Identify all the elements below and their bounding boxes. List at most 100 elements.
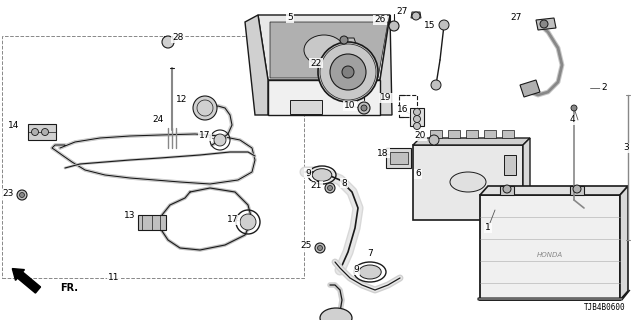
Text: 11: 11 — [108, 274, 120, 283]
Circle shape — [429, 135, 439, 145]
Circle shape — [31, 129, 38, 135]
Text: 4: 4 — [569, 116, 575, 124]
Text: 10: 10 — [344, 101, 356, 110]
Circle shape — [328, 186, 333, 190]
Polygon shape — [520, 80, 540, 97]
Circle shape — [325, 183, 335, 193]
Text: 19: 19 — [380, 93, 392, 102]
Bar — [399, 95, 417, 117]
Bar — [466, 130, 478, 138]
Ellipse shape — [359, 265, 381, 279]
Polygon shape — [245, 15, 268, 115]
Text: FR.: FR. — [60, 283, 78, 293]
Circle shape — [503, 185, 511, 193]
Text: 17: 17 — [199, 132, 211, 140]
Ellipse shape — [312, 169, 332, 181]
Circle shape — [413, 108, 420, 116]
Circle shape — [413, 123, 420, 130]
Ellipse shape — [320, 308, 352, 320]
Text: 24: 24 — [152, 116, 164, 124]
Text: 22: 22 — [310, 59, 322, 68]
Text: 25: 25 — [300, 242, 312, 251]
Text: 28: 28 — [172, 34, 184, 43]
Text: 26: 26 — [374, 15, 386, 25]
Bar — [500, 186, 514, 195]
Text: 15: 15 — [424, 21, 436, 30]
Polygon shape — [620, 186, 628, 300]
Circle shape — [340, 36, 348, 44]
Circle shape — [412, 12, 420, 20]
Bar — [430, 130, 442, 138]
Polygon shape — [268, 80, 380, 115]
Bar — [502, 130, 514, 138]
Text: 12: 12 — [176, 95, 188, 105]
Bar — [484, 130, 496, 138]
Text: 2: 2 — [601, 84, 607, 92]
Circle shape — [193, 96, 217, 120]
Text: 6: 6 — [415, 170, 421, 179]
Polygon shape — [380, 15, 392, 115]
Circle shape — [330, 54, 366, 90]
Circle shape — [214, 134, 226, 146]
Circle shape — [573, 185, 581, 193]
Circle shape — [317, 245, 323, 251]
Text: 9: 9 — [305, 169, 311, 178]
Polygon shape — [411, 12, 421, 18]
Text: 3: 3 — [623, 143, 629, 153]
Text: 8: 8 — [341, 179, 347, 188]
Bar — [386, 148, 411, 168]
Polygon shape — [270, 22, 388, 78]
Circle shape — [571, 105, 577, 111]
Text: 16: 16 — [397, 106, 409, 115]
Text: 5: 5 — [287, 13, 293, 22]
Bar — [164, 36, 172, 42]
Circle shape — [42, 129, 49, 135]
Circle shape — [17, 190, 27, 200]
Circle shape — [240, 214, 256, 230]
Text: 23: 23 — [3, 189, 13, 198]
Circle shape — [162, 36, 174, 48]
Polygon shape — [413, 145, 523, 220]
Text: 27: 27 — [510, 13, 522, 22]
Circle shape — [389, 21, 399, 31]
Polygon shape — [413, 138, 530, 145]
Text: 9: 9 — [353, 266, 359, 275]
Circle shape — [361, 105, 367, 111]
Bar — [390, 152, 408, 164]
Bar — [28, 124, 56, 140]
Circle shape — [540, 20, 548, 28]
FancyArrow shape — [12, 268, 40, 293]
Circle shape — [19, 193, 24, 197]
Bar — [448, 130, 460, 138]
Circle shape — [439, 20, 449, 30]
Bar — [410, 108, 424, 126]
Text: 18: 18 — [377, 148, 388, 157]
Circle shape — [431, 80, 441, 90]
Polygon shape — [480, 186, 628, 195]
Circle shape — [342, 66, 354, 78]
Text: 27: 27 — [396, 7, 408, 17]
Text: HONDA: HONDA — [537, 252, 563, 258]
Bar — [504, 155, 516, 175]
Text: 14: 14 — [8, 122, 20, 131]
Text: TJB4B0600: TJB4B0600 — [584, 303, 625, 312]
Polygon shape — [258, 15, 390, 80]
Text: 21: 21 — [310, 181, 322, 190]
Text: 17: 17 — [227, 215, 239, 225]
Polygon shape — [478, 290, 630, 300]
Bar — [138, 215, 166, 230]
Circle shape — [358, 102, 370, 114]
Polygon shape — [536, 18, 556, 30]
Polygon shape — [340, 38, 356, 44]
Bar — [570, 186, 584, 195]
Circle shape — [318, 42, 378, 102]
Polygon shape — [523, 138, 530, 220]
Text: 20: 20 — [414, 132, 426, 140]
Ellipse shape — [304, 35, 344, 65]
Ellipse shape — [450, 172, 486, 192]
Circle shape — [315, 243, 325, 253]
Text: 7: 7 — [367, 249, 373, 258]
Polygon shape — [480, 195, 620, 300]
Text: 13: 13 — [124, 212, 136, 220]
Text: 1: 1 — [485, 223, 491, 233]
